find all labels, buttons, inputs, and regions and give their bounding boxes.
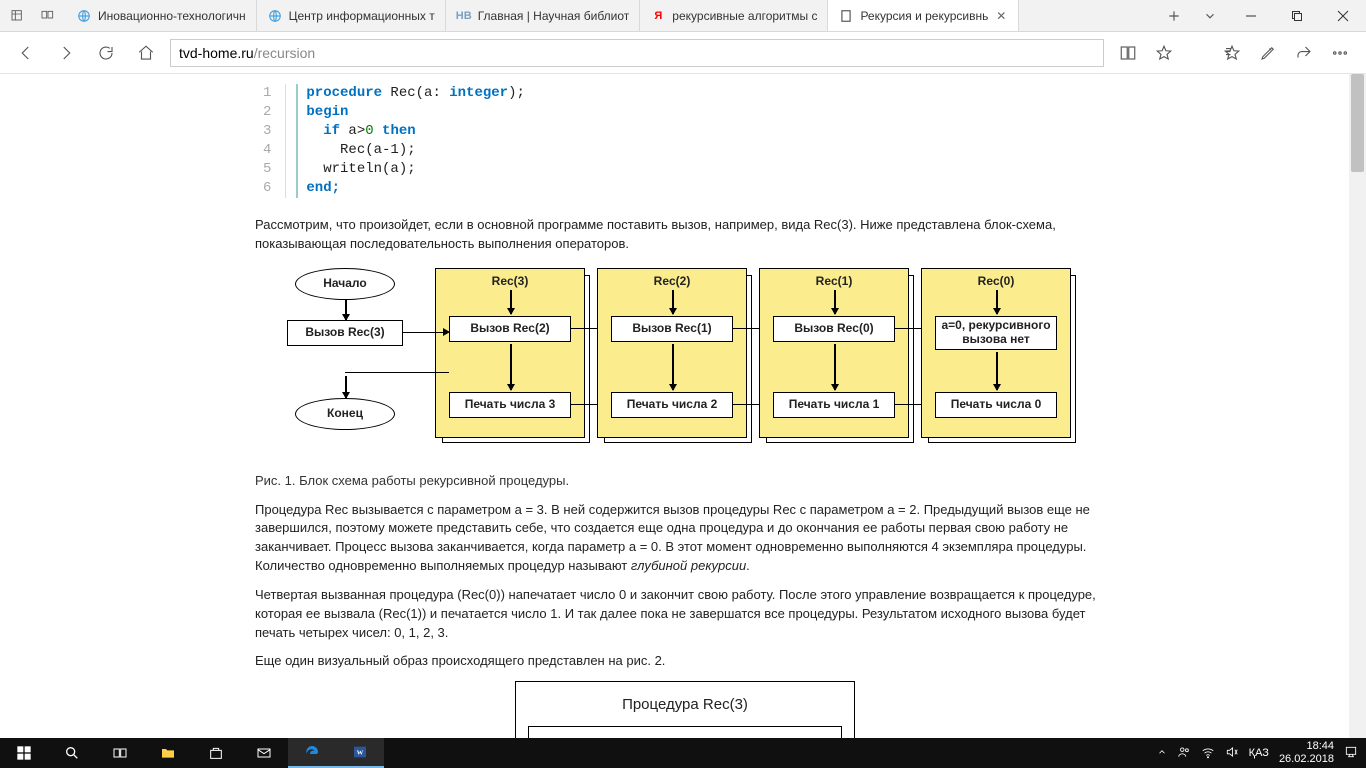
search-button[interactable] (48, 738, 96, 768)
set-aside-tabs-icon[interactable] (6, 4, 30, 28)
tab-label: Рекурсия и рекурсивнь (860, 9, 988, 23)
flow-start: Начало (295, 268, 395, 300)
new-tab-button[interactable] (1156, 9, 1192, 23)
paragraph: Еще один визуальный образ происходящего … (255, 652, 1115, 671)
flow-print-box: Печать числа 1 (773, 392, 895, 418)
tab-favicon: HB (456, 8, 472, 24)
scrollbar[interactable] (1349, 74, 1366, 738)
url-field[interactable]: tvd-home.ru/recursion (170, 39, 1104, 67)
article: 123456 procedure Rec(a: integer); begin … (255, 74, 1115, 738)
url-host: tvd-home.ru (179, 45, 254, 61)
paragraph: Четвертая вызванная процедура (Rec(0)) н… (255, 586, 1115, 643)
paragraph: Процедура Rec вызывается с параметром a … (255, 501, 1115, 576)
file-explorer-icon[interactable] (144, 738, 192, 768)
show-tabs-icon[interactable] (36, 4, 60, 28)
close-window-button[interactable] (1320, 0, 1366, 32)
figure-caption: Рис. 1. Блок схема работы рекурсивной пр… (255, 472, 1115, 491)
word-icon[interactable]: W (336, 738, 384, 768)
flowchart: Начало Вызов Rec(3) Конец Rec(3)Вызов Re… (275, 268, 1095, 458)
system-tray: ҚАЗ 18:44 26.02.2018 (1157, 740, 1366, 765)
tab-label: Главная | Научная библиот (478, 9, 630, 23)
edge-icon[interactable] (288, 738, 336, 768)
reading-view-icon[interactable] (1112, 37, 1144, 69)
browser-tab[interactable]: Ярекурсивные алгоритмы с (640, 0, 828, 31)
paragraph: Рассмотрим, что произойдет, если в основ… (255, 216, 1115, 254)
notes-icon[interactable] (1252, 37, 1284, 69)
flow-print-box: Печать числа 2 (611, 392, 733, 418)
favorite-star-icon[interactable] (1148, 37, 1180, 69)
refresh-button[interactable] (90, 37, 122, 69)
code-block: 123456 procedure Rec(a: integer); begin … (255, 80, 1115, 206)
flow-call-box: Вызов Rec(2) (449, 316, 571, 342)
more-icon[interactable] (1324, 37, 1356, 69)
tab-overflow-button[interactable] (1192, 9, 1228, 23)
action-center-icon[interactable] (1344, 745, 1358, 762)
home-button[interactable] (130, 37, 162, 69)
mail-icon[interactable] (240, 738, 288, 768)
flow-print-box: Печать числа 0 (935, 392, 1057, 418)
flow-call3: Вызов Rec(3) (287, 320, 403, 346)
flow-print-box: Печать числа 3 (449, 392, 571, 418)
address-bar: tvd-home.ru/recursion (0, 32, 1366, 74)
people-icon[interactable] (1177, 745, 1191, 762)
volume-icon[interactable] (1225, 745, 1239, 762)
store-icon[interactable] (192, 738, 240, 768)
tray-chevron-icon[interactable] (1157, 747, 1167, 760)
flow-call-box: Вызов Rec(1) (611, 316, 733, 342)
clock[interactable]: 18:44 26.02.2018 (1279, 740, 1334, 765)
svg-text:W: W (357, 750, 364, 757)
minimize-button[interactable] (1228, 0, 1274, 32)
titlebar: Иновационно-технологичн Центр информацион… (0, 0, 1366, 32)
language-indicator[interactable]: ҚАЗ (1249, 747, 1269, 759)
tab-label: Иновационно-технологичн (98, 9, 246, 23)
tab-label: рекурсивные алгоритмы с (672, 9, 817, 23)
forward-button[interactable] (50, 37, 82, 69)
flow-end: Конец (295, 398, 395, 430)
browser-tab[interactable]: Иновационно-технологичн (66, 0, 257, 31)
flow-call-box: a=0, рекурсивного вызова нет (935, 316, 1057, 350)
network-icon[interactable] (1201, 745, 1215, 762)
browser-tab[interactable]: Рекурсия и рекурсивнь ✕ (828, 0, 1019, 31)
browser-tab[interactable]: Центр информационных т (257, 0, 446, 31)
page-viewport: 123456 procedure Rec(a: integer); begin … (0, 74, 1366, 738)
browser-tab[interactable]: HB Главная | Научная библиот (446, 0, 641, 31)
close-tab-icon[interactable]: ✕ (994, 9, 1008, 23)
tab-label: Центр информационных т (289, 9, 435, 23)
scrollbar-thumb[interactable] (1351, 74, 1364, 172)
nested-figure: Процедура Rec(3) (515, 681, 855, 738)
url-path: /recursion (254, 45, 315, 61)
tab-favicon (267, 8, 283, 24)
flow-call-box: Вызов Rec(0) (773, 316, 895, 342)
task-view-button[interactable] (96, 738, 144, 768)
taskbar: W ҚАЗ 18:44 26.02.2018 (0, 738, 1366, 768)
share-icon[interactable] (1288, 37, 1320, 69)
tab-favicon (76, 8, 92, 24)
hub-buttons (0, 4, 66, 28)
tab-strip: Иновационно-технологичн Центр информацион… (66, 0, 1156, 31)
tab-favicon (838, 8, 854, 24)
start-button[interactable] (0, 738, 48, 768)
back-button[interactable] (10, 37, 42, 69)
window-controls (1228, 0, 1366, 32)
tab-favicon: Я (650, 8, 666, 24)
maximize-button[interactable] (1274, 0, 1320, 32)
reading-list-icon[interactable] (1216, 37, 1248, 69)
